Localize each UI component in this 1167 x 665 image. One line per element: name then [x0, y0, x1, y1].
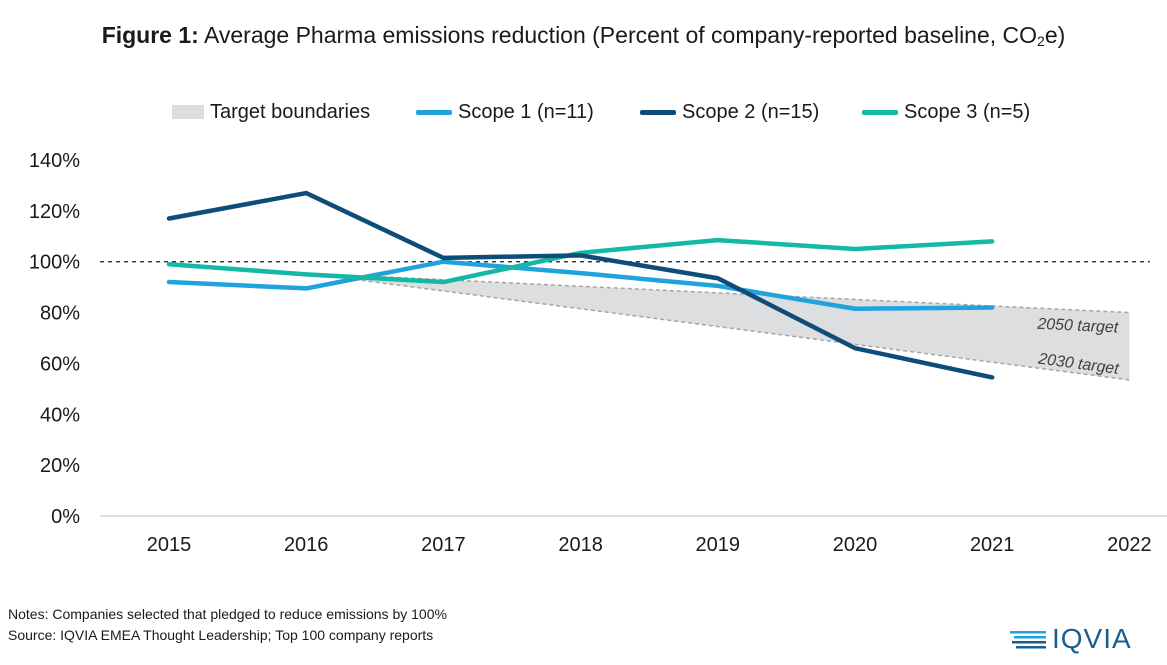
y-tick-label: 40% — [40, 404, 80, 426]
chart-title: Figure 1: Average Pharma emissions reduc… — [0, 22, 1167, 49]
x-tick-label: 2022 — [1107, 534, 1152, 556]
legend-label-target: Target boundaries — [210, 100, 371, 123]
legend-swatch-scope2 — [640, 109, 676, 115]
target-2050-label: 2050 target — [1036, 316, 1119, 337]
legend-item-scope2: Scope 2 (n=15) — [640, 98, 819, 126]
y-tick-label: 60% — [40, 353, 80, 375]
line-chart: 0% 20% 40% 60% 80% 100% 120% 140% 2015 2016 2017 20… — [29, 150, 1167, 556]
series-line-scope1 — [166, 259, 995, 312]
y-tick-label: 0% — [51, 506, 80, 528]
legend-label-scope1: Scope 1 (n=11) — [458, 100, 594, 123]
iqvia-logo: IQVIA — [1010, 623, 1132, 654]
figure-number: Figure 1: — [101, 22, 199, 48]
y-tick-label: 80% — [40, 303, 80, 325]
title-end: e) — [1044, 22, 1066, 48]
legend-swatch-target — [172, 105, 204, 119]
legend-item-scope3: Scope 3 (n=5) — [862, 98, 1030, 126]
x-tick-label: 2015 — [147, 534, 192, 556]
legend-item-target: Target boundaries — [172, 98, 370, 126]
x-tick-label: 2020 — [833, 534, 878, 556]
legend-item-scope1: Scope 1 (n=11) — [416, 98, 594, 126]
title-subscript: 2 — [1037, 33, 1045, 49]
source-line: Source: IQVIA EMEA Thought Leadership; T… — [8, 627, 434, 643]
logo-stripes-icon — [1010, 631, 1046, 649]
logo-text: IQVIA — [1052, 623, 1132, 654]
notes-line: Notes: Companies selected that pledged t… — [8, 606, 447, 622]
legend-label-scope2: Scope 2 (n=15) — [682, 100, 820, 123]
x-tick-label: 2016 — [284, 534, 329, 556]
x-tick-label: 2018 — [558, 534, 603, 556]
y-tick-label: 140% — [29, 150, 80, 172]
series-line-scope2 — [166, 190, 995, 380]
title-text: Average Pharma emissions reduction (Perc… — [203, 22, 1038, 48]
x-tick-label: 2021 — [970, 534, 1015, 556]
legend: Target boundaries Scope 1 (n=11) Scope 2… — [0, 98, 1167, 126]
target-2030-line — [306, 272, 1130, 381]
notes: Notes: Companies selected that pledged t… — [8, 604, 447, 646]
series-line-scope3 — [166, 237, 995, 285]
y-tick-label: 20% — [40, 455, 80, 477]
legend-swatch-scope3 — [862, 109, 898, 115]
legend-swatch-scope1 — [416, 109, 452, 115]
y-tick-label: 100% — [29, 252, 80, 274]
x-tick-label: 2017 — [421, 534, 466, 556]
legend-label-scope3: Scope 3 (n=5) — [904, 100, 1031, 123]
x-tick-label: 2019 — [696, 534, 741, 556]
y-tick-label: 120% — [29, 201, 80, 223]
